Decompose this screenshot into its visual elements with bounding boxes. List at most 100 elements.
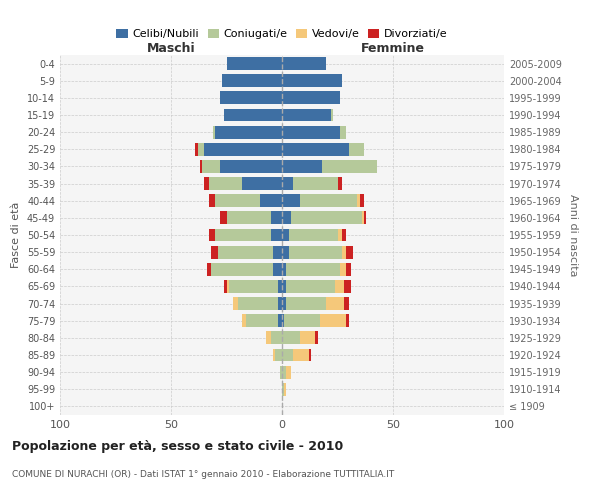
Bar: [220, 92, 282, 104]
Bar: [282, 74, 342, 87]
Bar: [202, 160, 220, 173]
Bar: [342, 228, 346, 241]
Text: Maschi: Maschi: [146, 42, 196, 55]
Bar: [206, 263, 211, 276]
Bar: [308, 348, 311, 362]
Text: Femmine: Femmine: [361, 42, 425, 55]
Bar: [278, 280, 282, 293]
Bar: [358, 194, 360, 207]
Bar: [213, 126, 215, 138]
Bar: [204, 177, 209, 190]
Bar: [197, 143, 204, 156]
Bar: [360, 194, 364, 207]
Bar: [196, 143, 197, 156]
Bar: [209, 228, 215, 241]
Bar: [282, 177, 293, 190]
Bar: [346, 314, 349, 327]
Bar: [215, 126, 282, 138]
Bar: [282, 143, 349, 156]
Bar: [289, 228, 337, 241]
Bar: [271, 212, 282, 224]
Bar: [282, 212, 291, 224]
Bar: [362, 212, 364, 224]
Bar: [215, 228, 271, 241]
Bar: [340, 263, 346, 276]
Bar: [278, 297, 282, 310]
Bar: [227, 280, 229, 293]
Bar: [242, 177, 282, 190]
Bar: [247, 314, 278, 327]
Bar: [229, 280, 278, 293]
Text: Popolazione per età, sesso e stato civile - 2010: Popolazione per età, sesso e stato civil…: [12, 440, 343, 453]
Bar: [300, 332, 316, 344]
Bar: [284, 383, 286, 396]
Bar: [316, 332, 317, 344]
Bar: [282, 246, 289, 258]
Bar: [349, 143, 364, 156]
Bar: [326, 297, 344, 310]
Bar: [282, 366, 286, 378]
Bar: [282, 348, 293, 362]
Bar: [320, 314, 346, 327]
Bar: [273, 348, 275, 362]
Text: COMUNE DI NURACHI (OR) - Dati ISTAT 1° gennaio 2010 - Elaborazione TUTTITALIA.IT: COMUNE DI NURACHI (OR) - Dati ISTAT 1° g…: [12, 470, 394, 479]
Bar: [335, 280, 344, 293]
Bar: [289, 246, 342, 258]
Legend: Celibi/Nubili, Coniugati/e, Vedovi/e, Divorziati/e: Celibi/Nubili, Coniugati/e, Vedovi/e, Di…: [112, 24, 452, 44]
Bar: [282, 383, 284, 396]
Bar: [280, 366, 282, 378]
Bar: [286, 366, 291, 378]
Bar: [271, 228, 282, 241]
Bar: [224, 280, 227, 293]
Bar: [282, 194, 300, 207]
Bar: [211, 263, 273, 276]
Bar: [275, 348, 282, 362]
Bar: [242, 314, 247, 327]
Bar: [282, 92, 340, 104]
Bar: [346, 246, 353, 258]
Bar: [293, 177, 337, 190]
Bar: [266, 332, 271, 344]
Bar: [293, 348, 308, 362]
Bar: [364, 212, 367, 224]
Bar: [344, 280, 351, 293]
Bar: [282, 57, 326, 70]
Bar: [222, 74, 282, 87]
Bar: [337, 177, 342, 190]
Bar: [342, 246, 346, 258]
Bar: [300, 194, 358, 207]
Bar: [209, 177, 242, 190]
Bar: [282, 297, 286, 310]
Bar: [200, 160, 202, 173]
Bar: [278, 314, 282, 327]
Y-axis label: Anni di nascita: Anni di nascita: [568, 194, 578, 276]
Bar: [286, 280, 335, 293]
Bar: [220, 212, 227, 224]
Bar: [284, 314, 320, 327]
Bar: [282, 126, 340, 138]
Bar: [282, 332, 300, 344]
Bar: [224, 108, 282, 122]
Bar: [220, 160, 282, 173]
Bar: [209, 194, 215, 207]
Bar: [215, 194, 260, 207]
Bar: [282, 228, 289, 241]
Bar: [346, 263, 351, 276]
Bar: [282, 263, 286, 276]
Bar: [344, 297, 349, 310]
Bar: [286, 263, 340, 276]
Bar: [273, 263, 282, 276]
Bar: [211, 246, 218, 258]
Bar: [273, 246, 282, 258]
Bar: [282, 160, 322, 173]
Bar: [218, 246, 273, 258]
Bar: [282, 108, 331, 122]
Bar: [291, 212, 362, 224]
Bar: [282, 314, 284, 327]
Bar: [340, 126, 346, 138]
Bar: [322, 160, 377, 173]
Bar: [233, 297, 238, 310]
Bar: [271, 332, 282, 344]
Bar: [204, 143, 282, 156]
Bar: [227, 57, 282, 70]
